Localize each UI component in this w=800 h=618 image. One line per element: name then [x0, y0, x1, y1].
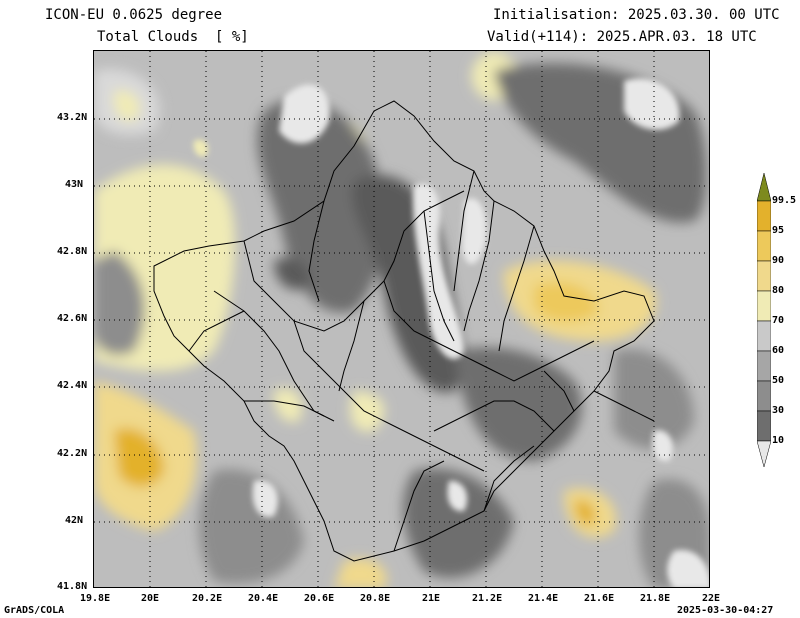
colorbar-label-99-5: 99.5	[772, 195, 797, 206]
lon-label-21-4: 21.4E	[528, 593, 559, 604]
colorbar-label-70: 70	[772, 315, 785, 326]
colorbar-label-10: 10	[772, 435, 785, 446]
lat-label-42: 42N	[65, 515, 84, 526]
credit-text: GrADS/COLA	[4, 605, 65, 616]
lon-label-20-2: 20.2E	[192, 593, 223, 604]
lon-label-20-4: 20.4E	[248, 593, 279, 604]
lat-label-42-2: 42.2N	[57, 448, 88, 459]
lat-label-42-4: 42.4N	[57, 380, 88, 391]
clear-sky-patches	[193, 78, 709, 587]
colorbar-bottom-arrow	[757, 440, 771, 468]
model-title: ICON-EU 0.0625 degree	[45, 7, 223, 23]
colorbar-label-50: 50	[772, 375, 785, 386]
lat-label-42-8: 42.8N	[57, 246, 88, 257]
colorbar-band-95-99	[757, 200, 771, 232]
lat-label-43: 43N	[65, 179, 84, 190]
cloud-map	[93, 50, 710, 588]
lon-label-21-6: 21.6E	[584, 593, 615, 604]
colorbar-band-60-70	[757, 320, 771, 352]
timestamp-text: 2025-03-30-04:27	[677, 605, 774, 616]
colorbar-band-90-95	[757, 230, 771, 262]
valid-time-text: Valid(+114): 2025.APR.03. 18 UTC	[487, 29, 757, 45]
colorbar-label-90: 90	[772, 255, 785, 266]
cloud-map-svg	[94, 51, 709, 587]
colorbar-band-50-60	[757, 350, 771, 382]
lon-label-22: 22E	[702, 593, 721, 604]
colorbar-top-arrow	[757, 173, 771, 202]
colorbar-band-10-30	[757, 410, 771, 442]
lon-label-21: 21E	[422, 593, 441, 604]
colorbar	[757, 173, 771, 468]
variable-title: Total Clouds [ %]	[97, 29, 249, 45]
lat-label-41-8: 41.8N	[57, 581, 88, 592]
colorbar-band-70-80	[757, 290, 771, 322]
colorbar-band-80-90	[757, 260, 771, 292]
colorbar-label-95: 95	[772, 225, 785, 236]
colorbar-label-60: 60	[772, 345, 785, 356]
lon-label-21-8: 21.8E	[640, 593, 671, 604]
lon-label-20-6: 20.6E	[304, 593, 335, 604]
initialisation-text: Initialisation: 2025.03.30. 00 UTC	[493, 7, 780, 23]
colorbar-label-30: 30	[772, 405, 785, 416]
lon-label-19-8: 19.8E	[80, 593, 111, 604]
lon-label-20: 20E	[141, 593, 160, 604]
admin-borders	[153, 100, 655, 562]
lat-label-43-2: 43.2N	[57, 112, 88, 123]
lon-label-20-8: 20.8E	[360, 593, 391, 604]
colorbar-label-80: 80	[772, 285, 785, 296]
colorbar-band-30-50	[757, 380, 771, 412]
lat-label-42-6: 42.6N	[57, 313, 88, 324]
lon-label-21-2: 21.2E	[472, 593, 503, 604]
